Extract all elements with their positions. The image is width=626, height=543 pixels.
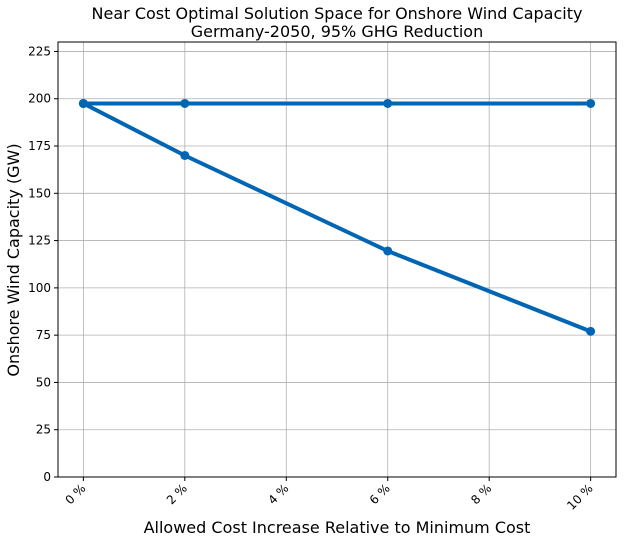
- y-tick-label: 75: [36, 328, 51, 342]
- y-tick-label: 100: [28, 281, 51, 295]
- x-tick-label: 0 %: [62, 481, 88, 507]
- y-tick-label: 50: [36, 375, 51, 389]
- y-tick-label: 0: [43, 470, 51, 484]
- series-2-line: [81, 101, 593, 334]
- x-tick-label: 6 %: [367, 481, 393, 507]
- series-1-point: [383, 98, 393, 108]
- grid: [58, 42, 616, 478]
- x-tick-label: 10 %: [564, 481, 595, 512]
- x-tick-label: 4 %: [265, 481, 291, 507]
- x-tick-label: 2 %: [164, 481, 190, 507]
- series-1-point: [180, 98, 190, 108]
- series-2-point: [180, 150, 190, 160]
- x-axis-label: Allowed Cost Increase Relative to Minimu…: [144, 518, 531, 537]
- series-group: [78, 98, 596, 336]
- series-1-point: [586, 98, 596, 108]
- chart-title-line1: Near Cost Optimal Solution Space for Ons…: [92, 4, 583, 23]
- y-tick-label: 175: [28, 139, 51, 153]
- series-2-point: [586, 326, 596, 336]
- y-tick-label: 225: [28, 44, 51, 58]
- y-axis-label: Onshore Wind Capacity (GW): [4, 143, 23, 376]
- y-tick-label: 25: [36, 423, 51, 437]
- series-2-point: [383, 246, 393, 256]
- series-2-point: [78, 98, 88, 108]
- plot-frame: [57, 41, 617, 478]
- x-axis: 0 % 2 % 4 % 6 % 8 % 10 %: [62, 477, 596, 513]
- y-tick-label: 125: [28, 234, 51, 248]
- y-tick-label: 200: [28, 92, 51, 106]
- y-tick-label: 150: [28, 186, 51, 200]
- y-axis: 0 25 50 75 100 125 150 175 200 225: [28, 44, 58, 484]
- chart-title-line2: Germany-2050, 95% GHG Reduction: [191, 22, 483, 41]
- x-tick-label: 8 %: [468, 481, 494, 507]
